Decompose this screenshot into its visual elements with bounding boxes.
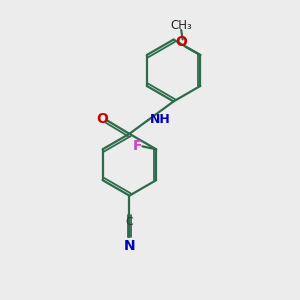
Text: CH₃: CH₃ bbox=[170, 19, 192, 32]
Text: N: N bbox=[124, 239, 135, 253]
Text: C: C bbox=[125, 217, 133, 227]
Text: O: O bbox=[96, 112, 108, 126]
Text: O: O bbox=[175, 35, 187, 49]
Text: F: F bbox=[132, 139, 142, 153]
Text: NH: NH bbox=[150, 113, 171, 126]
